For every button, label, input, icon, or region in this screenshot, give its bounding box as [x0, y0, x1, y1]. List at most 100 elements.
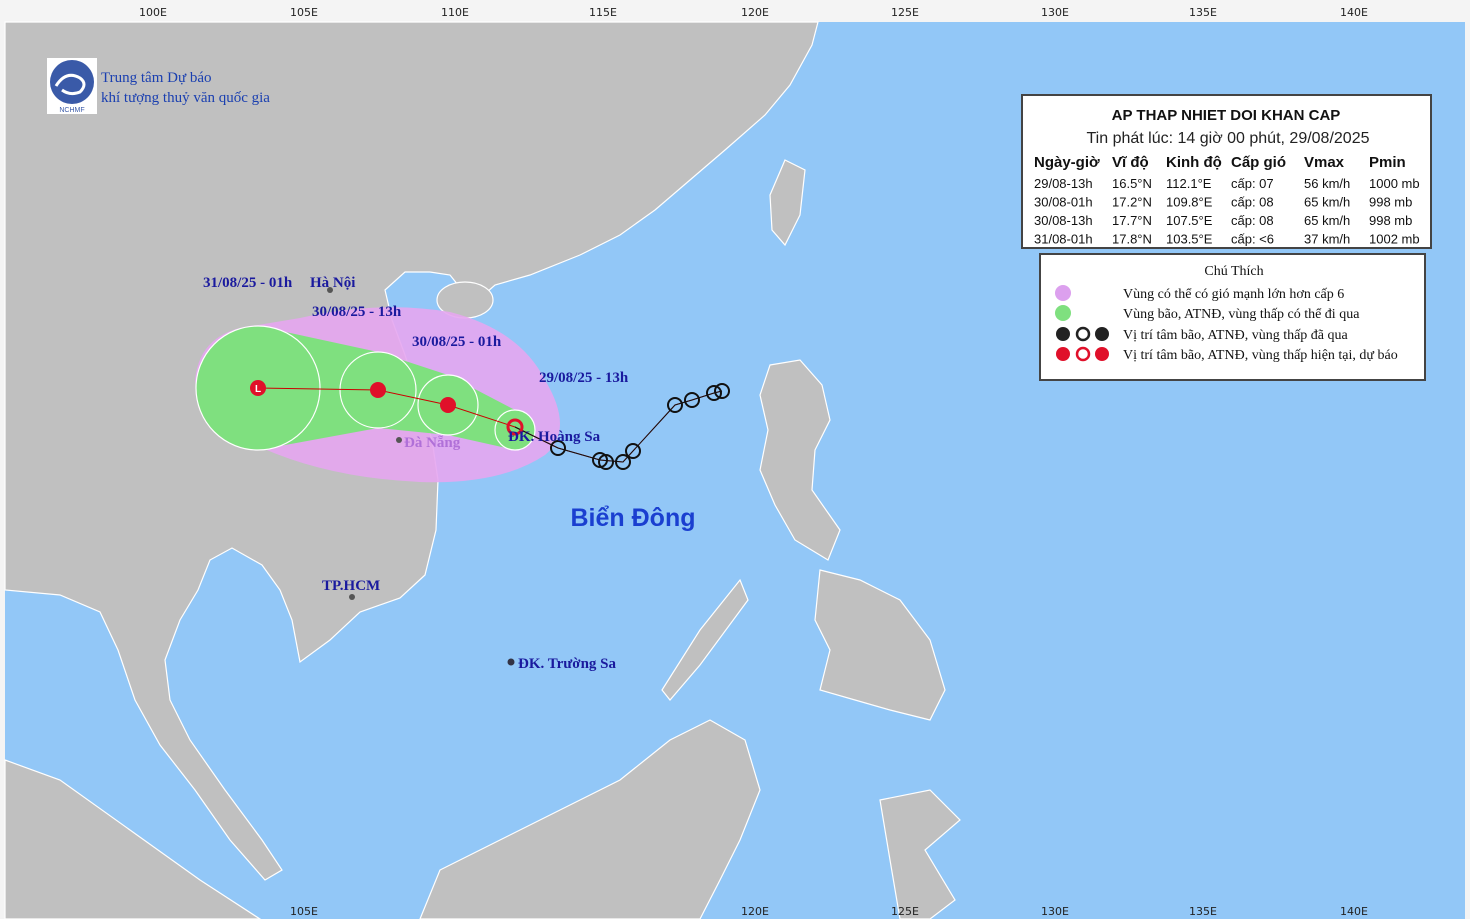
- bulletin: AP THAP NHIET DOI KHAN CAP Tin phát lúc:…: [1021, 94, 1432, 249]
- lon-label: 130E: [1041, 905, 1069, 918]
- table-header: Pmin: [1369, 154, 1406, 171]
- track-label: 30/08/25 - 01h: [412, 334, 502, 350]
- sumatra: [4, 759, 262, 919]
- lon-label: 105E: [290, 6, 318, 19]
- forecast-position: [370, 382, 386, 398]
- table-cell: cấp: <6: [1231, 232, 1274, 247]
- bulletin-table: Ngày-giờ Vĩ độ Kinh độ Cấp gió Vmax Pmin 29/08…: [1034, 154, 1420, 247]
- forecast-position: [250, 380, 266, 396]
- table-cell: 29/08-13h: [1034, 176, 1093, 191]
- table-cell: 1000 mb: [1369, 176, 1420, 191]
- forecast-position: [440, 397, 456, 413]
- lon-label: 125E: [891, 6, 919, 19]
- legend-swatch: [1056, 327, 1070, 341]
- past-position: [625, 443, 641, 459]
- legend-swatch: [1055, 305, 1071, 321]
- lon-label: 135E: [1189, 905, 1217, 918]
- past-position: [598, 454, 614, 470]
- table-cell: 31/08-01h: [1034, 232, 1093, 247]
- table-cell: 37 km/h: [1304, 232, 1350, 247]
- lon-label: 120E: [741, 6, 769, 19]
- table-cell: 109.8°E: [1166, 195, 1213, 210]
- mindanao: [814, 569, 946, 721]
- table-cell: 112.1°E: [1166, 176, 1212, 191]
- table-header: Vĩ độ: [1112, 154, 1149, 171]
- logo-emblem: [50, 60, 94, 104]
- legend-item: Vùng bão, ATNĐ, vùng thấp có thể đi qua: [1123, 307, 1360, 322]
- lon-label: 125E: [891, 905, 919, 918]
- bulletin-title: AP THAP NHIET DOI KHAN CAP: [1112, 107, 1341, 124]
- table-cell: 103.5°E: [1166, 232, 1213, 247]
- logo-text: NCHMF: [59, 107, 84, 114]
- legend: Chú Thích Vùng có thể có gió mạnh lớn hơ…: [1039, 253, 1426, 381]
- city-dot: [396, 437, 402, 443]
- table-cell: 17.8°N: [1112, 232, 1152, 247]
- track-label: 29/08/25 - 13h: [539, 370, 629, 386]
- legend-item: Vị trí tâm bão, ATNĐ, vùng thấp hiện tại…: [1123, 348, 1398, 363]
- table-header: Ngày-giờ: [1034, 154, 1100, 171]
- org-name: Trung tâm Dự báo: [101, 70, 212, 86]
- legend-swatch: [1095, 347, 1109, 361]
- lon-label: 100E: [139, 6, 167, 19]
- place-label: Hà Nội: [310, 275, 355, 291]
- city-dot: [349, 594, 355, 600]
- place-label: ĐK. Trường Sa: [518, 656, 617, 672]
- past-position: [550, 440, 566, 456]
- lon-label: 140E: [1340, 6, 1368, 19]
- bulletin-issued: Tin phát lúc: 14 giờ 00 phút, 29/08/2025: [1087, 130, 1370, 147]
- low-icon: L: [255, 384, 261, 395]
- sulawesi: [879, 789, 961, 919]
- borneo: [419, 719, 761, 919]
- axis-bottom: 105E 120E 125E 130E 135E 140E: [290, 905, 1368, 918]
- track-label: 30/08/25 - 13h: [312, 304, 402, 320]
- table-cell: 65 km/h: [1304, 213, 1350, 228]
- taiwan: [769, 159, 806, 247]
- table-cell: 998 mb: [1369, 213, 1412, 228]
- past-position: [684, 392, 700, 408]
- org-name: khí tượng thuỷ văn quốc gia: [101, 90, 270, 106]
- axis-top: 100E 105E 110E 115E 120E 125E 130E 135E …: [139, 6, 1368, 19]
- table-cell: 65 km/h: [1304, 195, 1350, 210]
- lon-label: 120E: [741, 905, 769, 918]
- zone-circle: [494, 409, 536, 451]
- past-position: [667, 397, 683, 413]
- table-header: Cấp gió: [1231, 154, 1286, 171]
- table-cell: cấp: 08: [1231, 195, 1274, 210]
- table-cell: 17.2°N: [1112, 195, 1152, 210]
- lon-label: 105E: [290, 905, 318, 918]
- table-cell: 16.5°N: [1112, 176, 1152, 191]
- place-label: TP.HCM: [322, 578, 380, 594]
- table-header: Vmax: [1304, 154, 1345, 171]
- place-markers: [327, 287, 515, 666]
- place-label: Đà Nẵng: [404, 435, 461, 451]
- past-position: [615, 454, 631, 470]
- legend-swatch: [1075, 346, 1091, 362]
- lon-label: 115E: [589, 6, 617, 19]
- legend-swatch: [1075, 326, 1091, 342]
- past-position: [714, 383, 730, 399]
- storm-forecast: L: [195, 307, 730, 483]
- logo: NCHMF Trung tâm Dự báo khí tượng thuỷ vă…: [47, 58, 270, 114]
- legend-title: Chú Thích: [1204, 264, 1263, 279]
- table-cell: cấp: 07: [1231, 176, 1274, 191]
- luzon: [759, 359, 841, 561]
- table-cell: cấp: 08: [1231, 213, 1274, 228]
- table-cell: 1002 mb: [1369, 232, 1420, 247]
- table-cell: 30/08-13h: [1034, 213, 1093, 228]
- lon-label: 135E: [1189, 6, 1217, 19]
- table-header: Kinh độ: [1166, 154, 1222, 171]
- lon-label: 130E: [1041, 6, 1069, 19]
- table-cell: 30/08-01h: [1034, 195, 1093, 210]
- island-dot: [507, 658, 515, 666]
- bulletin-box: [1021, 94, 1432, 249]
- table-cell: 17.7°N: [1112, 213, 1152, 228]
- table-cell: 56 km/h: [1304, 176, 1350, 191]
- city-dot: [327, 287, 333, 293]
- legend-item: Vị trí tâm bão, ATNĐ, vùng thấp đã qua: [1123, 328, 1349, 343]
- track-label: 31/08/25 - 01h: [203, 275, 293, 291]
- past-position: [706, 385, 722, 401]
- palawan: [661, 578, 749, 701]
- logo-swirl: [54, 73, 86, 96]
- place-label: ĐK. Hoàng Sa: [508, 429, 601, 445]
